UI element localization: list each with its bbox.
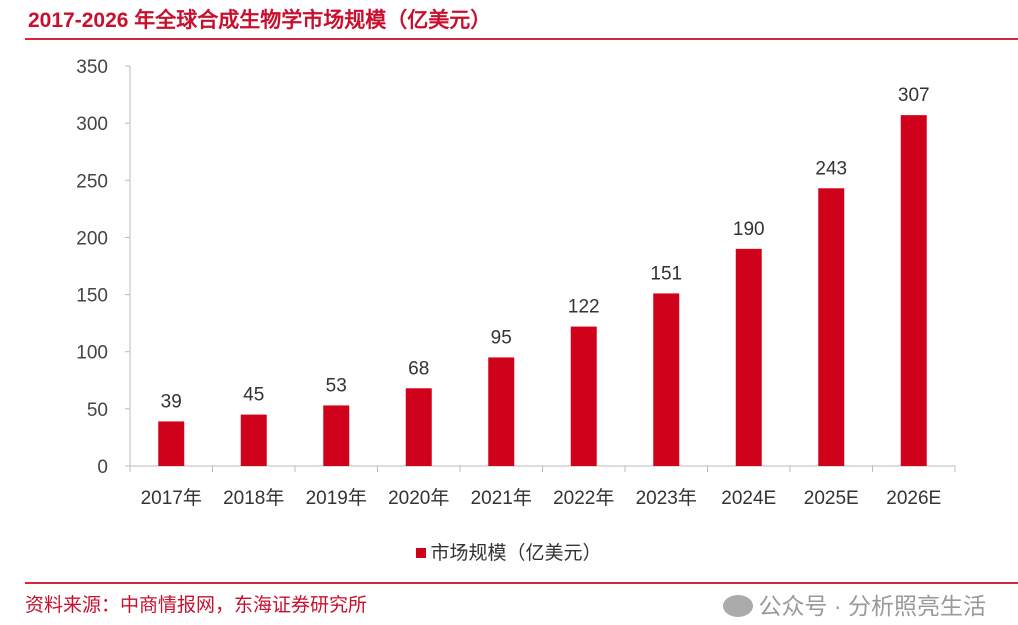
watermark-text: 公众号 · 分析照亮生活: [758, 593, 986, 619]
data-label: 122: [568, 297, 600, 318]
x-tick-label: 2022年: [553, 487, 614, 509]
y-tick-label: 350: [76, 57, 108, 78]
bar: [158, 421, 185, 466]
footer-divider: [25, 582, 1018, 584]
data-label: 68: [408, 358, 429, 379]
x-tick-label: 2018年: [223, 487, 284, 509]
y-tick-label: 0: [97, 457, 108, 478]
x-tick-label: 2019年: [306, 487, 367, 509]
x-tick-label: 2026E: [886, 488, 941, 509]
bar: [818, 188, 845, 467]
data-label: 307: [898, 85, 930, 106]
wechat-icon: [722, 595, 753, 617]
x-tick-label: 2017年: [141, 487, 202, 509]
x-tick-label: 2024E: [721, 488, 776, 509]
x-tick-label: 2023年: [636, 487, 697, 509]
data-label: 151: [650, 263, 682, 284]
y-tick-label: 150: [76, 286, 108, 307]
x-tick-label: 2020年: [388, 487, 449, 509]
bar: [900, 115, 927, 467]
bar: [653, 293, 680, 466]
x-tick-label: 2025E: [804, 488, 859, 509]
data-label: 243: [815, 158, 847, 179]
bar: [735, 248, 762, 466]
y-tick-label: 200: [76, 228, 108, 249]
y-tick-label: 100: [76, 343, 108, 364]
source-note: 资料来源：中商情报网，东海证券研究所: [25, 595, 368, 616]
y-tick-label: 250: [76, 171, 108, 192]
legend-swatch: [416, 548, 427, 558]
bar: [405, 388, 432, 466]
watermark: 公众号 · 分析照亮生活: [722, 587, 986, 621]
x-tick-label: 2021年: [471, 487, 532, 509]
bar: [570, 326, 597, 466]
data-label: 190: [733, 219, 765, 240]
legend-label: 市场规模（亿美元）: [430, 543, 602, 564]
y-tick-label: 300: [76, 114, 108, 135]
data-label: 39: [161, 391, 182, 412]
legend: 市场规模（亿美元）: [0, 538, 1018, 565]
bar: [240, 414, 267, 466]
y-tick-label: 50: [87, 400, 108, 421]
bar-chart: 0 50 100 150 200 250 300 350 39 2017年 45 2018年 53 201…: [76, 57, 956, 509]
data-label: 45: [243, 385, 264, 406]
bar: [323, 405, 350, 466]
data-label: 53: [326, 375, 347, 396]
bar: [488, 357, 515, 466]
title-divider: [25, 38, 1018, 40]
data-label: 95: [491, 327, 512, 348]
page-title: 2017-2026 年全球合成生物学市场规模（亿美元）: [28, 9, 492, 32]
